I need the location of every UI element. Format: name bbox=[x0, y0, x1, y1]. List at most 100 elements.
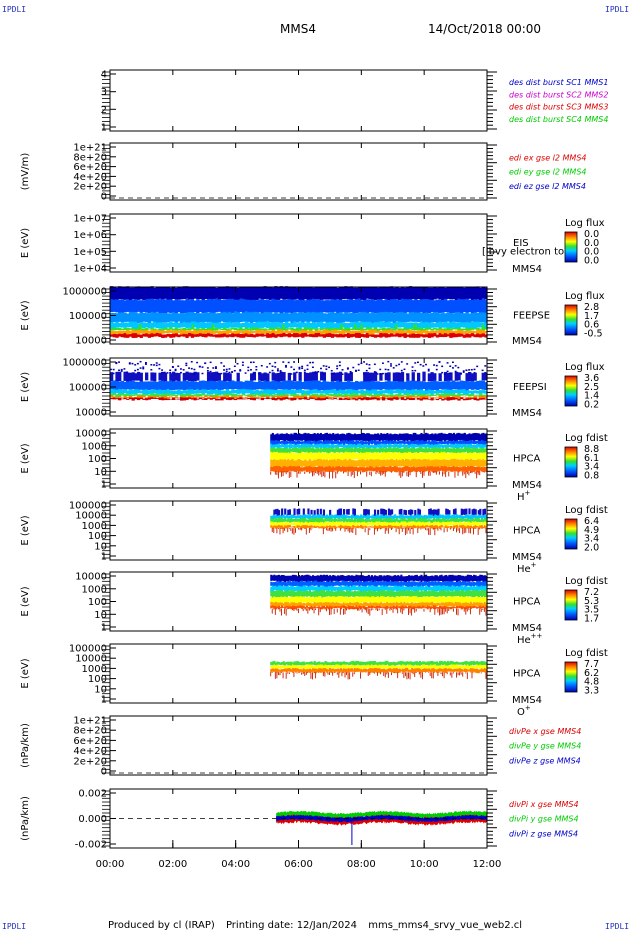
spectrogram-cell bbox=[325, 580, 329, 587]
spectrogram-cell bbox=[367, 603, 370, 606]
spectrogram-cell bbox=[387, 524, 391, 529]
spectrogram-cell bbox=[302, 602, 305, 607]
spectrogram-cell bbox=[406, 471, 408, 477]
spectrogram-cell bbox=[270, 515, 273, 520]
spectrogram-cell bbox=[120, 398, 125, 400]
spectrogram-cell bbox=[158, 394, 162, 397]
spectrogram-cell bbox=[375, 444, 378, 448]
spectrogram-cell bbox=[316, 525, 319, 528]
spectrogram-cell bbox=[301, 605, 304, 610]
spectrogram-cell bbox=[406, 602, 409, 606]
spectrogram-cell bbox=[369, 453, 372, 460]
spectrogram-cell bbox=[317, 390, 321, 394]
spectrogram-cell bbox=[426, 515, 429, 519]
spectrogram-cell bbox=[341, 586, 344, 591]
spectrogram-cell bbox=[276, 287, 281, 300]
spectrogram-cell bbox=[361, 606, 364, 608]
colorbar-tick-label: 2.5 bbox=[584, 382, 599, 393]
spectrogram-cell bbox=[313, 471, 315, 476]
spectrogram-cell bbox=[366, 444, 369, 449]
spectrogram-cell bbox=[394, 433, 397, 442]
spectrogram-cell bbox=[426, 459, 429, 468]
spectrogram-cell bbox=[411, 372, 415, 383]
spectrogram-cell bbox=[270, 471, 272, 475]
spectrogram-cell bbox=[206, 381, 211, 391]
spectrogram-cell bbox=[429, 525, 432, 529]
spectrogram-cell bbox=[465, 467, 468, 473]
spectrogram-cell bbox=[324, 597, 327, 604]
spectrogram-cell bbox=[412, 586, 415, 592]
spectrogram-cell bbox=[325, 443, 329, 448]
spectrogram-cell bbox=[276, 602, 279, 607]
spectrogram-cell bbox=[403, 606, 406, 609]
spectrogram-cell bbox=[409, 471, 411, 476]
spectrogram-cell bbox=[421, 525, 425, 529]
spectrogram-cell bbox=[421, 444, 425, 448]
spectrogram-cell bbox=[449, 333, 453, 338]
spectrogram-cell bbox=[378, 524, 381, 529]
spectrogram-cell bbox=[287, 608, 289, 610]
spectrogram-cell bbox=[320, 311, 324, 323]
spectrogram-cell bbox=[435, 591, 439, 597]
spectrogram-cell bbox=[390, 381, 394, 390]
spectrogram-cell bbox=[341, 313, 345, 323]
spectrogram-cell bbox=[427, 327, 432, 330]
spectrogram-cell bbox=[378, 608, 380, 611]
spectrogram-cell bbox=[445, 447, 448, 453]
spectrogram-cell bbox=[452, 466, 456, 472]
spectrogram-cell bbox=[391, 459, 394, 466]
spectrogram-cell bbox=[344, 397, 348, 400]
spectrogram-cell bbox=[271, 372, 275, 381]
spectrogram-cell bbox=[449, 372, 452, 375]
spectrogram-cell bbox=[155, 328, 160, 330]
spectrogram-cell bbox=[285, 441, 288, 445]
spectrogram-cell bbox=[339, 521, 343, 526]
spectrogram-cell bbox=[377, 605, 380, 608]
spectrogram-cell bbox=[163, 330, 168, 334]
spectrogram-cell bbox=[344, 390, 348, 395]
spectrogram-cell bbox=[313, 608, 315, 614]
spectrogram-cell bbox=[215, 398, 219, 401]
spectrogram-cell bbox=[341, 389, 345, 395]
spectrogram-cell bbox=[312, 607, 315, 609]
spectrogram-cell bbox=[395, 518, 398, 522]
spectrogram-cell bbox=[273, 519, 276, 523]
spectrogram-cell bbox=[180, 390, 184, 395]
spectrogram-cell bbox=[478, 334, 483, 338]
spectrogram-cell bbox=[369, 471, 371, 475]
spectrogram-cell bbox=[339, 508, 343, 516]
spectrogram-cell bbox=[423, 575, 426, 583]
spectrogram-cell bbox=[335, 466, 338, 471]
spectrogram-cell bbox=[420, 452, 423, 460]
spectrogram-cell bbox=[411, 389, 415, 395]
spectrogram-cell bbox=[252, 334, 257, 338]
spectrogram-cell bbox=[380, 525, 383, 529]
spectrogram-cell bbox=[411, 396, 415, 398]
spectrogram-cell bbox=[209, 298, 213, 313]
spectrogram-cell bbox=[480, 440, 483, 445]
spectrogram-cell bbox=[270, 447, 273, 453]
spectrogram-cell bbox=[330, 287, 335, 300]
spectrogram-cell bbox=[434, 528, 436, 536]
spectrogram-cell bbox=[398, 381, 402, 391]
spectrogram-cell bbox=[361, 453, 364, 460]
spectrogram-cell bbox=[397, 447, 400, 453]
spectrogram-cell bbox=[329, 465, 332, 472]
spectrogram-cell bbox=[291, 441, 295, 445]
spectrogram-cell bbox=[182, 393, 186, 397]
spectrogram-cell bbox=[310, 471, 312, 473]
spectrogram-cell bbox=[406, 328, 410, 331]
spectrogram-cell bbox=[398, 440, 401, 444]
spectrogram-cell bbox=[389, 606, 392, 609]
spectrogram-cell bbox=[460, 286, 464, 300]
spectrogram-cell bbox=[344, 311, 348, 322]
spectrogram-cell bbox=[446, 395, 450, 398]
spectrogram-cell bbox=[411, 575, 414, 581]
spectrogram-cell bbox=[296, 591, 299, 598]
spectrogram-cell bbox=[364, 586, 367, 592]
spectrogram-cell bbox=[383, 448, 386, 453]
spectrogram-cell bbox=[291, 514, 295, 519]
spectrogram-cell bbox=[425, 432, 428, 442]
spectrogram-cell bbox=[380, 595, 383, 603]
spectrogram-cell bbox=[395, 459, 398, 467]
